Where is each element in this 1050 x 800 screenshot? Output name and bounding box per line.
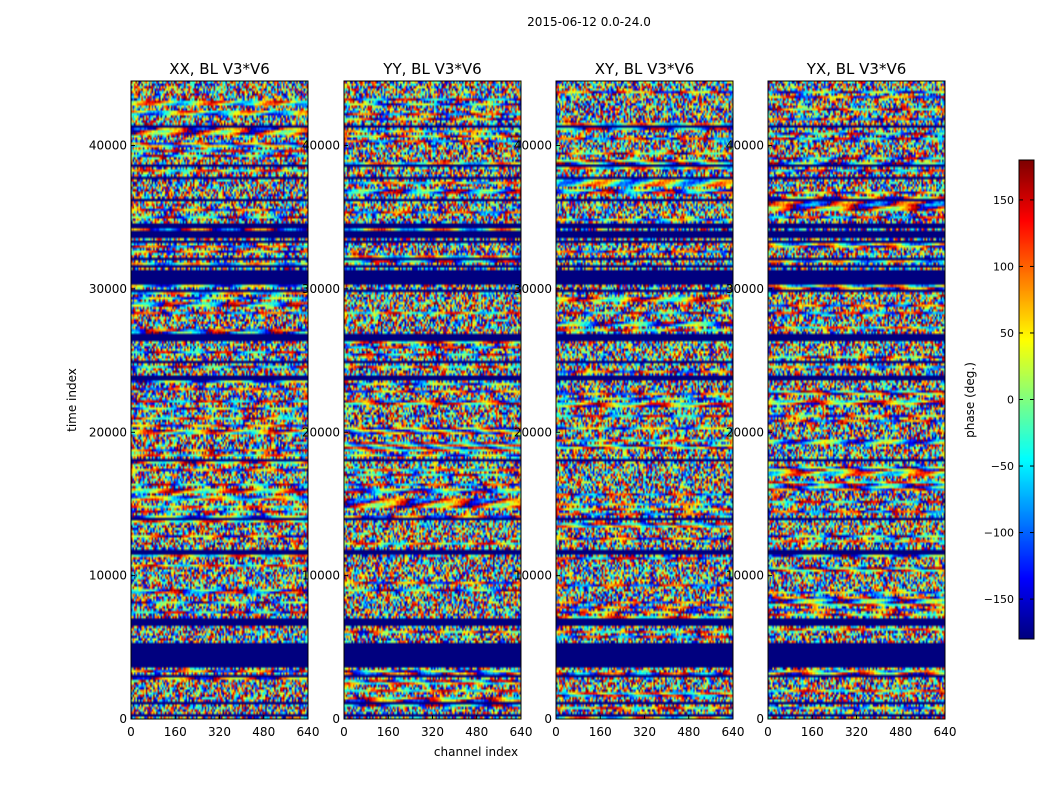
x-tick-label: 640 bbox=[722, 725, 745, 739]
panel-title: YY, BL V3*V6 bbox=[382, 60, 481, 78]
colorbar-gradient bbox=[1019, 160, 1034, 639]
panel-2: YY, BL V3*V6 0 160 320 480 640 0 10000 20000 3000… bbox=[302, 60, 533, 739]
x-tick-label: 0 bbox=[764, 725, 772, 739]
figure-title: 2015-06-12 0.0-24.0 bbox=[527, 15, 651, 29]
x-tick-label: 0 bbox=[552, 725, 560, 739]
x-tick-label: 160 bbox=[377, 725, 400, 739]
y-tick-label: 0 bbox=[756, 712, 764, 726]
y-tick-label: 20000 bbox=[514, 425, 552, 439]
panel-4: YX, BL V3*V6 0 160 320 480 640 0 10000 20000 3000… bbox=[726, 60, 957, 739]
x-tick-label: 480 bbox=[465, 725, 488, 739]
x-tick-label: 480 bbox=[677, 725, 700, 739]
colorbar-tick-label: 50 bbox=[1000, 327, 1014, 340]
x-tick-label: 640 bbox=[297, 725, 320, 739]
colorbar-tick-label: 100 bbox=[993, 260, 1014, 273]
y-tick-label: 40000 bbox=[514, 139, 552, 153]
x-tick-label: 160 bbox=[589, 725, 612, 739]
y-tick-label: 0 bbox=[544, 712, 552, 726]
heatmap-image bbox=[344, 81, 521, 719]
x-tick-label: 480 bbox=[252, 725, 275, 739]
x-tick-label: 0 bbox=[127, 725, 135, 739]
heatmap-image bbox=[556, 81, 733, 719]
y-tick-label: 10000 bbox=[726, 569, 764, 583]
y-tick-label: 0 bbox=[332, 712, 340, 726]
y-tick-label: 20000 bbox=[726, 425, 764, 439]
x-axis-label: channel index bbox=[434, 745, 518, 759]
y-tick-label: 20000 bbox=[302, 425, 340, 439]
heatmap-image bbox=[131, 81, 308, 719]
y-tick-label: 0 bbox=[119, 712, 127, 726]
y-tick-label: 30000 bbox=[726, 282, 764, 296]
x-tick-label: 0 bbox=[340, 725, 348, 739]
y-tick-label: 40000 bbox=[302, 139, 340, 153]
x-tick-label: 320 bbox=[421, 725, 444, 739]
heatmap-image bbox=[768, 81, 945, 719]
x-tick-label: 320 bbox=[208, 725, 231, 739]
heatmap-panels: XX, BL V3*V6 0 160 320 480 640 0 10000 20000 3000… bbox=[89, 60, 957, 739]
colorbar-label: phase (deg.) bbox=[963, 362, 977, 438]
y-tick-label: 30000 bbox=[89, 282, 127, 296]
y-tick-label: 20000 bbox=[89, 425, 127, 439]
colorbar-tick-label: −50 bbox=[991, 460, 1014, 473]
colorbar: 150 100 50 0 −50 −100 −150 phase (deg.) bbox=[963, 159, 1035, 640]
y-tick-label: 40000 bbox=[89, 139, 127, 153]
colorbar-tick-label: 0 bbox=[1007, 394, 1014, 407]
y-tick-label: 30000 bbox=[302, 282, 340, 296]
panel-title: XX, BL V3*V6 bbox=[169, 60, 270, 78]
y-tick-label: 30000 bbox=[514, 282, 552, 296]
y-tick-label: 10000 bbox=[514, 569, 552, 583]
panel-3: XY, BL V3*V6 0 160 320 480 640 0 10000 20000 3000… bbox=[514, 60, 745, 739]
x-tick-label: 320 bbox=[633, 725, 656, 739]
colorbar-tick-label: −150 bbox=[984, 593, 1014, 606]
y-tick-label: 40000 bbox=[726, 139, 764, 153]
panel-title: XY, BL V3*V6 bbox=[595, 60, 695, 78]
y-tick-label: 10000 bbox=[302, 569, 340, 583]
x-tick-label: 640 bbox=[934, 725, 957, 739]
x-tick-label: 160 bbox=[801, 725, 824, 739]
x-tick-label: 480 bbox=[889, 725, 912, 739]
y-axis-label: time index bbox=[65, 368, 79, 432]
y-tick-label: 10000 bbox=[89, 569, 127, 583]
panel-1: XX, BL V3*V6 0 160 320 480 640 0 10000 20000 3000… bbox=[89, 60, 320, 739]
panel-title: YX, BL V3*V6 bbox=[806, 60, 907, 78]
x-tick-label: 160 bbox=[164, 725, 187, 739]
x-tick-label: 320 bbox=[845, 725, 868, 739]
x-tick-label: 640 bbox=[510, 725, 533, 739]
colorbar-tick-label: −100 bbox=[984, 527, 1014, 540]
colorbar-tick-label: 150 bbox=[993, 194, 1014, 207]
